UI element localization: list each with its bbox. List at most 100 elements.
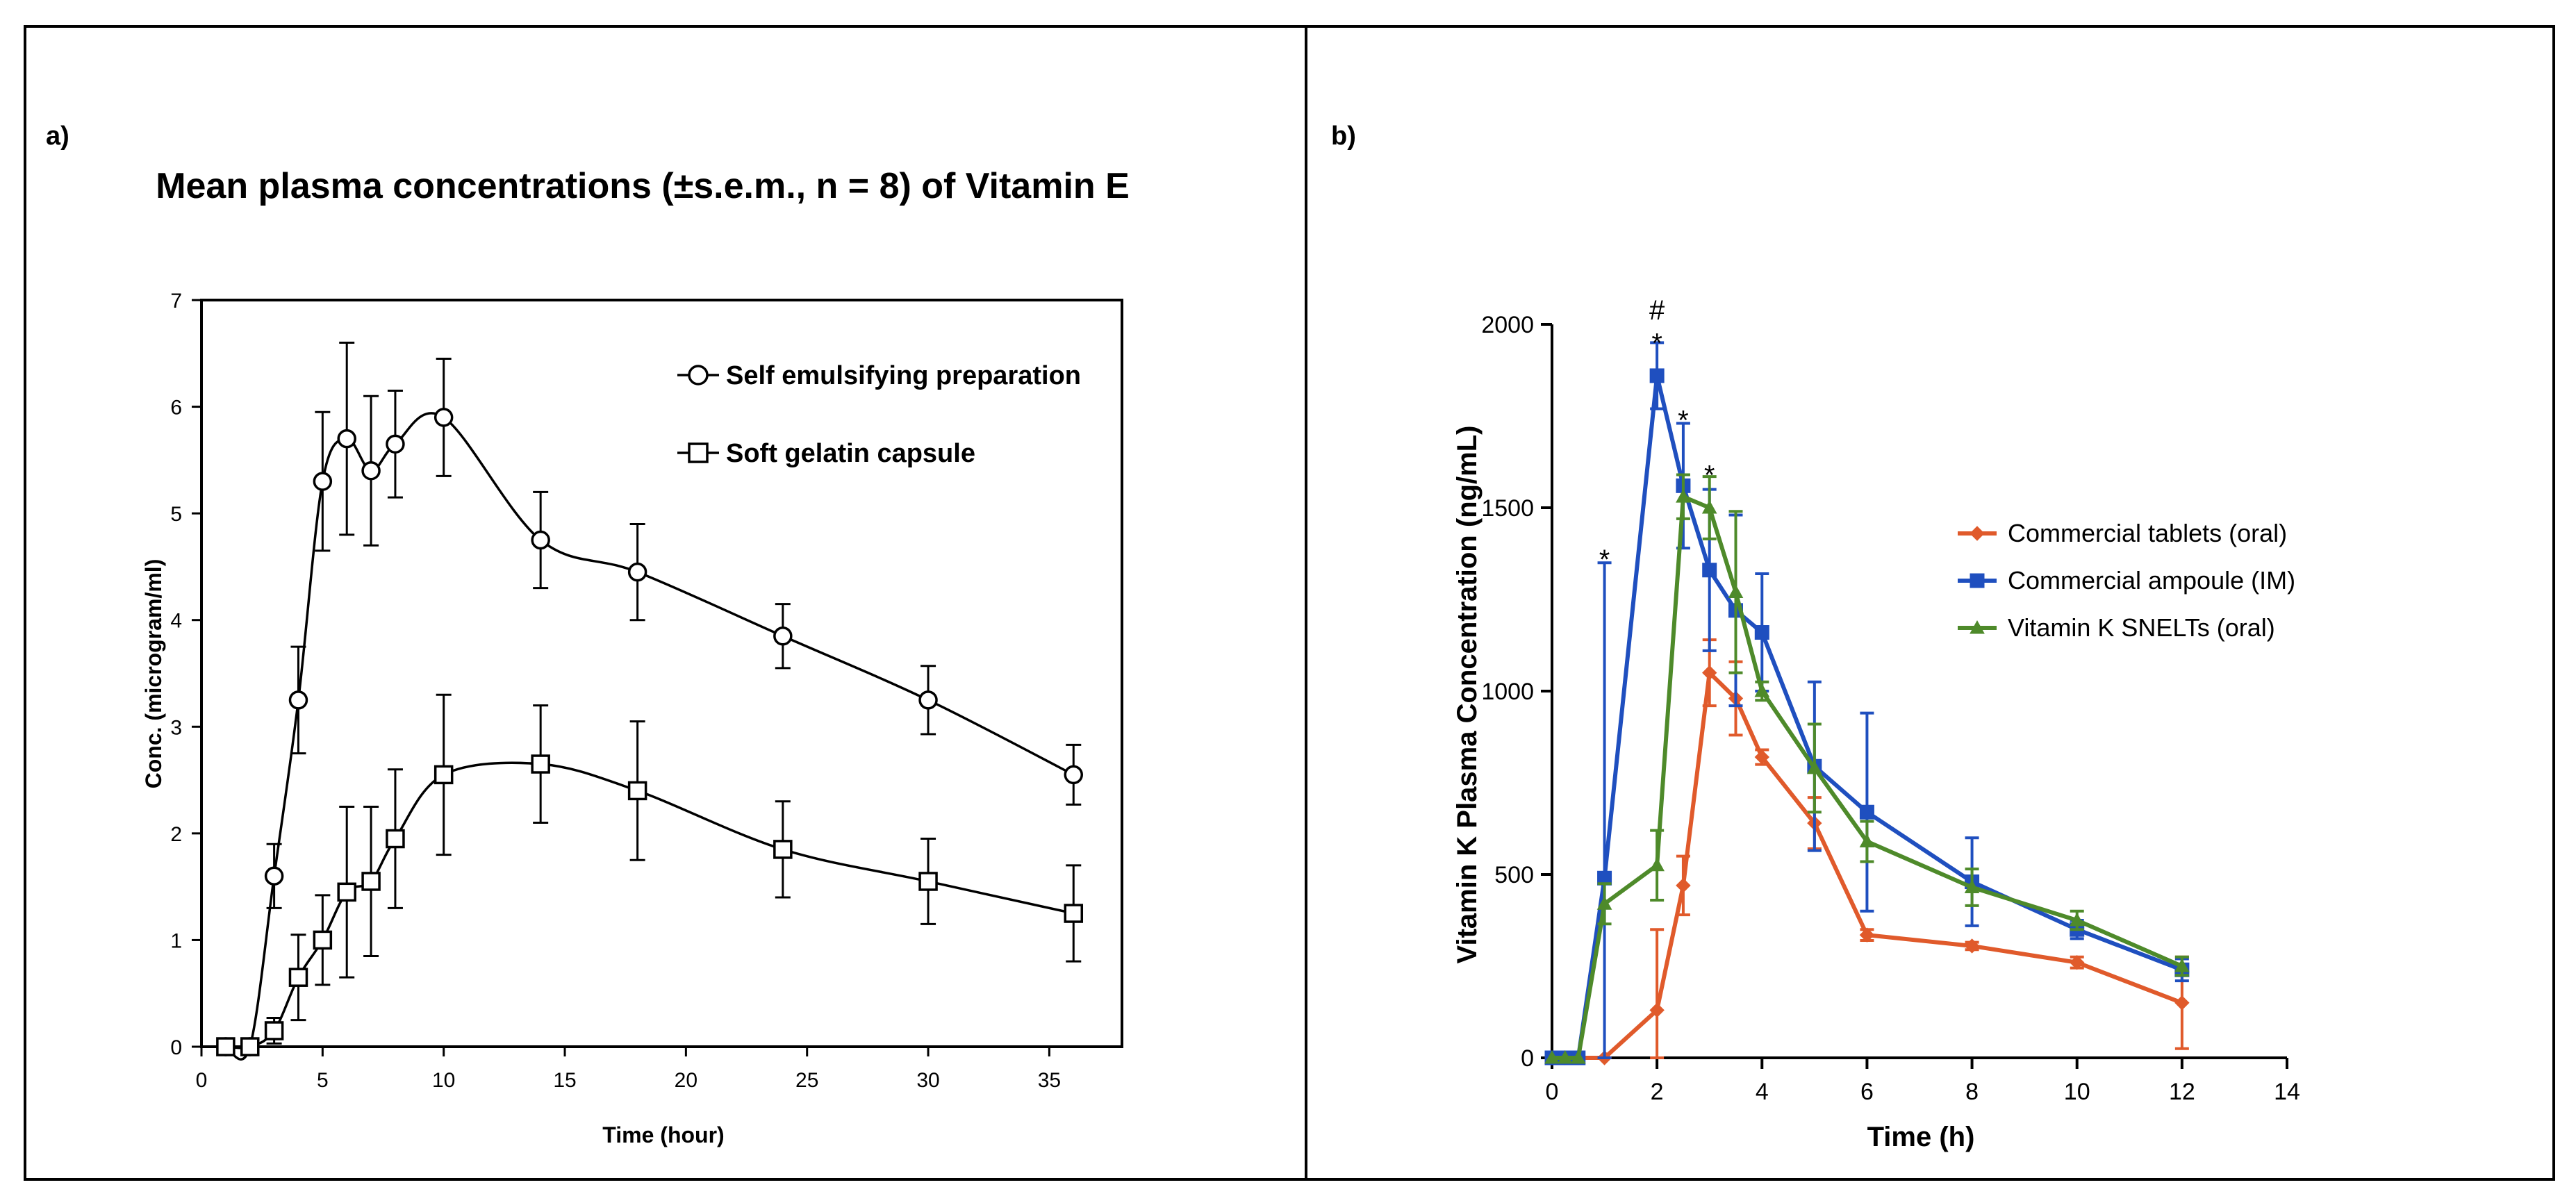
chart-a-ylabel: Conc. (microgram/ml) xyxy=(141,559,166,789)
legend-marker-circle xyxy=(688,365,709,385)
data-point-diamond xyxy=(1649,1002,1665,1018)
data-point-square xyxy=(1649,368,1665,383)
data-point-circle xyxy=(1064,765,1084,785)
series-line-square xyxy=(225,761,1074,1049)
figure-frame xyxy=(24,25,2555,1181)
data-point-triangle xyxy=(2069,912,2085,927)
data-point-diamond xyxy=(1702,665,1717,681)
x-tick-label: 4 xyxy=(1756,1079,1769,1105)
chart-b-ylabel: Vitamin K Plasma Concentration (ng/mL) xyxy=(1452,426,1483,964)
data-point-circle xyxy=(288,690,308,710)
data-point-diamond xyxy=(1859,927,1875,943)
x-tick-label: 0 xyxy=(196,1069,208,1092)
data-point-square xyxy=(1859,804,1874,820)
x-tick-label: 14 xyxy=(2274,1079,2300,1105)
data-point-circle xyxy=(313,472,333,491)
x-tick-label: 20 xyxy=(675,1069,697,1092)
legend-label: Soft gelatin capsule xyxy=(726,439,975,468)
data-point-triangle xyxy=(1570,1049,1586,1064)
data-point-square xyxy=(918,872,938,891)
panel-b-label: b) xyxy=(1331,122,1356,151)
y-tick-label: 0 xyxy=(1521,1045,1534,1072)
data-point-square xyxy=(264,1021,284,1040)
chart-b-legend: Commercial tablets (oral) Commercial ampo… xyxy=(1958,519,2295,642)
x-tick-label: 10 xyxy=(2064,1079,2090,1105)
y-tick-label: 3 xyxy=(170,716,182,739)
data-point-square xyxy=(240,1037,260,1056)
legend-marker-square xyxy=(688,442,709,463)
legend-label: Commercial tablets (oral) xyxy=(2008,519,2287,547)
legend-label: Commercial ampoule (IM) xyxy=(2008,566,2295,595)
data-point-square xyxy=(288,968,308,987)
y-tick-label: 2000 xyxy=(1481,312,1534,338)
x-tick-label: 5 xyxy=(317,1069,329,1092)
y-tick-label: 4 xyxy=(170,610,182,633)
data-point-triangle xyxy=(1964,879,1980,893)
y-tick-label: 1500 xyxy=(1481,495,1534,522)
x-tick-label: 12 xyxy=(2169,1079,2195,1105)
data-point-triangle xyxy=(1558,1049,1573,1064)
data-point-triangle xyxy=(2174,958,2190,972)
data-point-circle xyxy=(264,866,284,886)
data-point-square xyxy=(1064,904,1084,923)
data-point-circle xyxy=(918,690,938,710)
data-point-square xyxy=(531,754,550,774)
significance-marker: * xyxy=(1678,405,1689,435)
panel-a-label: a) xyxy=(46,122,69,151)
x-tick-label: 0 xyxy=(1546,1079,1559,1105)
legend-marker-diamond xyxy=(1970,526,1985,541)
chart-b-axes: 0 2 4 6 8 10 12 14 0 500 1000 1500 2000 xyxy=(1481,312,2300,1105)
x-tick-label: 2 xyxy=(1651,1079,1664,1105)
chart-a-legend: Self emulsifying preparation Soft gelatin… xyxy=(677,361,1081,468)
data-point-circle xyxy=(627,562,647,582)
data-point-square xyxy=(1754,625,1769,640)
x-tick-label: 6 xyxy=(1860,1079,1874,1105)
data-point-square xyxy=(773,840,793,859)
legend-marker-square xyxy=(1970,573,1985,588)
data-point-square xyxy=(361,872,381,891)
data-point-triangle xyxy=(1596,896,1612,910)
chart-a-plot-frame xyxy=(200,299,1123,1048)
x-tick-label: 8 xyxy=(1965,1079,1979,1105)
x-tick-label: 15 xyxy=(553,1069,576,1092)
y-tick-label: 0 xyxy=(170,1036,182,1059)
data-point-square xyxy=(627,781,647,801)
data-point-circle xyxy=(773,627,793,646)
data-point-triangle xyxy=(1728,584,1744,598)
y-tick-label: 1000 xyxy=(1481,679,1534,705)
significance-marker: # xyxy=(1649,295,1665,326)
data-point-triangle xyxy=(1807,760,1822,774)
chart-a-series xyxy=(216,341,1084,1061)
data-point-diamond xyxy=(2070,955,2085,970)
data-point-triangle xyxy=(1676,489,1691,503)
chart-b-series xyxy=(1544,341,2190,1065)
data-point-triangle xyxy=(1544,1049,1560,1064)
x-tick-label: 35 xyxy=(1038,1069,1061,1092)
data-point-square xyxy=(386,829,405,849)
data-point-triangle xyxy=(1649,857,1665,872)
data-point-square xyxy=(434,765,454,785)
legend-label: Self emulsifying preparation xyxy=(726,361,1081,390)
data-point-triangle xyxy=(1859,833,1875,847)
data-point-circle xyxy=(531,530,550,550)
data-point-circle xyxy=(361,461,381,481)
chart-a-xlabel: Time (hour) xyxy=(602,1122,724,1147)
data-point-square xyxy=(337,882,356,902)
significance-marker: * xyxy=(1599,545,1610,575)
y-tick-label: 500 xyxy=(1494,862,1534,888)
chart-a-title: Mean plasma concentrations (±s.e.m., n =… xyxy=(156,166,1130,206)
y-tick-label: 7 xyxy=(170,290,182,313)
significance-marker: * xyxy=(1704,460,1715,490)
series-line-2 xyxy=(1552,495,2183,1060)
y-tick-label: 1 xyxy=(170,929,182,952)
data-point-square xyxy=(313,930,333,950)
y-tick-label: 2 xyxy=(170,823,182,846)
data-point-square xyxy=(216,1037,236,1056)
x-tick-label: 25 xyxy=(795,1069,818,1092)
data-point-circle xyxy=(434,408,454,427)
chart-a: Mean plasma concentrations (±s.e.m., n =… xyxy=(141,166,1130,1147)
data-point-diamond xyxy=(1964,938,1980,954)
data-point-square xyxy=(1702,563,1717,578)
